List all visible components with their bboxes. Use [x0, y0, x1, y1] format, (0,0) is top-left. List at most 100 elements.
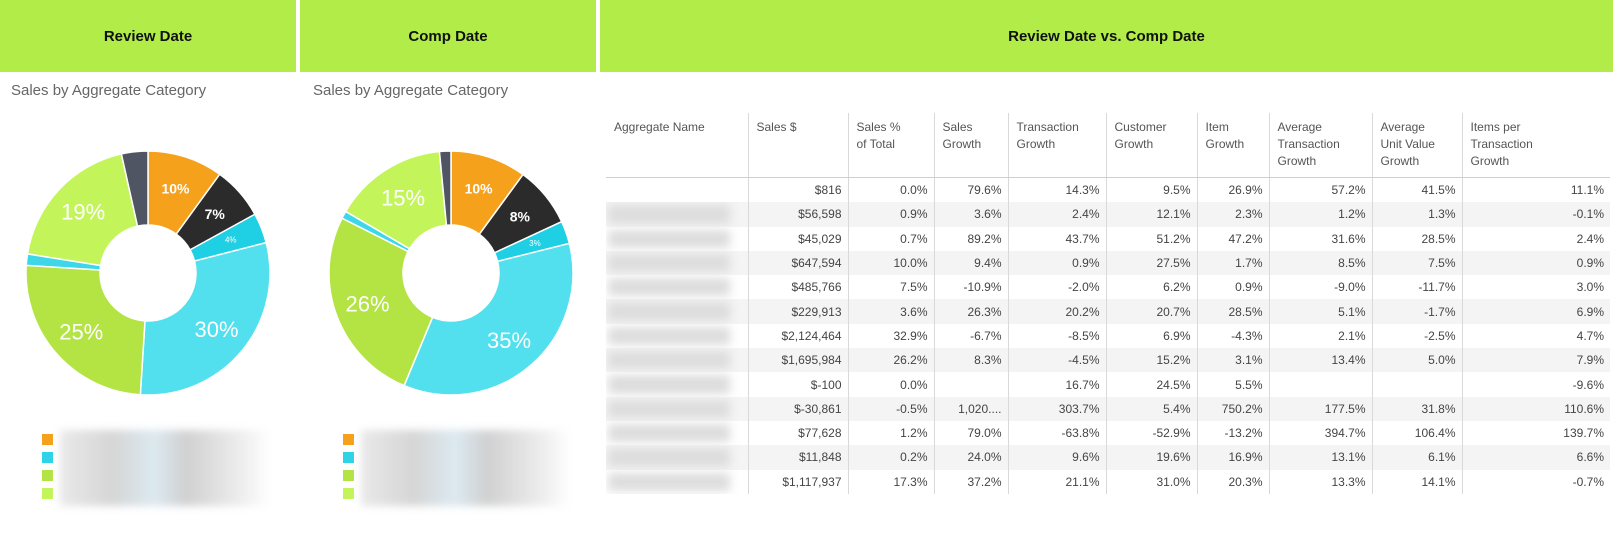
review-date-header: Review Date [0, 0, 296, 72]
table-cell: 24.0% [933, 445, 1008, 470]
comp-date-header-label: Comp Date [408, 27, 488, 45]
table-cell: 3.6% [933, 202, 1008, 227]
table-header-row: Aggregate Name Sales $ Sales % of Total Sal… [606, 113, 1610, 178]
table-cell: -4.3% [1196, 323, 1269, 349]
table-cell [933, 372, 1008, 397]
comp-slice[interactable] [403, 242, 574, 396]
table-row: $-100 0.0% 16.7% 24.5% 5.5% -9.6% [606, 372, 1610, 397]
column-header[interactable]: Sales $ [747, 113, 848, 178]
table-cell: $77,628 [747, 420, 848, 446]
table-cell: 6.9% [1105, 323, 1197, 349]
column-header[interactable]: Average Unit Value Growth [1371, 113, 1462, 178]
comp-donut-chart[interactable]: 10% 8% 3% 35% 26% 15% [323, 145, 579, 401]
table-cell: 2.4% [1461, 226, 1610, 251]
table-cell: $45,029 [747, 226, 848, 251]
table-row: $56,598 0.9% 3.6% 2.4% 12.1% 2.3% 1.2% 1.3% -0.1… [606, 202, 1610, 227]
table-cell: 28.5% [1196, 299, 1269, 324]
legend-swatch [343, 470, 354, 481]
column-header[interactable]: Sales % of Total [847, 113, 934, 178]
table-cell: -6.7% [933, 323, 1008, 349]
table-cell: 0.9% [847, 202, 934, 227]
column-header[interactable]: Aggregate Name [606, 113, 748, 178]
column-header[interactable]: Customer Growth [1105, 113, 1197, 178]
column-header[interactable]: Sales Growth [933, 113, 1008, 178]
table-cell: 9.4% [933, 250, 1008, 276]
table-body: $816 0.0% 79.6% 14.3% 9.5% 26.9% 57.2% 41.5% 11.… [606, 177, 1610, 494]
column-header[interactable]: Items per Transaction Growth [1461, 113, 1610, 178]
table-cell: -2.5% [1371, 323, 1462, 349]
table-row: $229,913 3.6% 26.3% 20.2% 20.7% 28.5% 5.1% -1.7… [606, 299, 1610, 324]
table-row: $11,848 0.2% 24.0% 9.6% 19.6% 16.9% 13.1% 6.1% 6… [606, 445, 1610, 470]
table-cell: 47.2% [1196, 226, 1269, 251]
review-slice-label: 7% [205, 206, 226, 222]
table-cell: 4.7% [1461, 323, 1610, 349]
review-slice[interactable] [139, 241, 271, 396]
table-cell: 0.9% [1461, 250, 1610, 276]
table-cell: 1,020.... [933, 396, 1008, 421]
review-slice[interactable] [120, 150, 149, 228]
table-cell: -0.7% [1461, 469, 1610, 494]
redacted-name [608, 278, 730, 297]
table-cell: 3.6% [847, 299, 934, 324]
table-cell: 13.1% [1268, 445, 1372, 470]
table-cell: 51.2% [1105, 226, 1197, 251]
table-cell: 6.1% [1371, 445, 1462, 470]
table-cell: 79.0% [933, 420, 1008, 446]
legend-swatch [42, 488, 53, 499]
table-cell: 0.9% [1007, 250, 1106, 276]
review-slice[interactable] [25, 264, 146, 396]
table-row: $1,117,937 17.3% 37.2% 21.1% 31.0% 20.3% 13.3%… [606, 469, 1610, 494]
table-cell: 11.1% [1461, 177, 1610, 203]
table-cell: $1,117,937 [747, 469, 848, 494]
table-row: $485,766 7.5% -10.9% -2.0% 6.2% 0.9% -9.0% -11.… [606, 275, 1610, 300]
table-cell: 16.7% [1007, 372, 1106, 397]
table-cell: 6.6% [1461, 445, 1610, 470]
column-header[interactable]: Average Transaction Growth [1268, 113, 1372, 178]
comp-slice[interactable] [438, 150, 452, 227]
table-cell: -1.7% [1371, 299, 1462, 324]
table-cell: 1.2% [847, 420, 934, 446]
comp-slice-label: 35% [487, 328, 531, 353]
aggregate-name-cell [606, 227, 748, 251]
table-cell: 1.2% [1268, 202, 1372, 227]
review-date-header-label: Review Date [103, 27, 193, 45]
aggregate-name-cell [606, 372, 748, 396]
comp-slice[interactable] [344, 150, 448, 250]
legend-labels-redacted [361, 430, 571, 506]
comparison-header: Review Date vs. Comp Date [600, 0, 1613, 72]
table-cell: -52.9% [1105, 420, 1197, 446]
table-cell: 177.5% [1268, 396, 1372, 421]
redacted-name [608, 448, 730, 467]
table-cell: -2.0% [1007, 275, 1106, 300]
table-row: $647,594 10.0% 9.4% 0.9% 27.5% 1.7% 8.5% 7.5% 0.… [606, 250, 1610, 276]
aggregate-name-cell [606, 396, 748, 421]
table-cell: -9.6% [1461, 372, 1610, 397]
table-cell: 1.3% [1371, 202, 1462, 227]
table-cell: 26.2% [847, 348, 934, 373]
table-cell: 750.2% [1196, 396, 1269, 421]
review-slice-label: 4% [225, 236, 237, 245]
table-row: $1,695,984 26.2% 8.3% -4.5% 15.2% 3.1% 13.4% 5.… [606, 348, 1610, 373]
review-slice[interactable] [26, 153, 139, 267]
table-cell: 26.3% [933, 299, 1008, 324]
aggregate-name-cell [606, 275, 748, 299]
column-header[interactable]: Transaction Growth [1007, 113, 1106, 178]
table-cell: 5.1% [1268, 299, 1372, 324]
table-cell: 28.5% [1371, 226, 1462, 251]
table-cell: 14.1% [1371, 469, 1462, 494]
table-cell: 9.5% [1105, 177, 1197, 203]
aggregate-name-cell [606, 421, 748, 445]
table-cell: $816 [747, 177, 848, 203]
table-cell: 2.4% [1007, 202, 1106, 227]
table-cell: 8.3% [933, 348, 1008, 373]
table-cell: 14.3% [1007, 177, 1106, 203]
table-cell: -0.5% [847, 396, 934, 421]
legend-swatch [42, 452, 53, 463]
review-slice-label: 25% [59, 319, 103, 344]
redacted-name [608, 423, 730, 443]
table-cell: 0.0% [847, 177, 934, 203]
comp-slice[interactable] [328, 217, 434, 387]
table-cell: 26.9% [1196, 177, 1269, 203]
review-donut-chart[interactable]: 10% 7% 4% 30% 25% 19% [20, 145, 276, 401]
column-header[interactable]: Item Growth [1196, 113, 1269, 178]
